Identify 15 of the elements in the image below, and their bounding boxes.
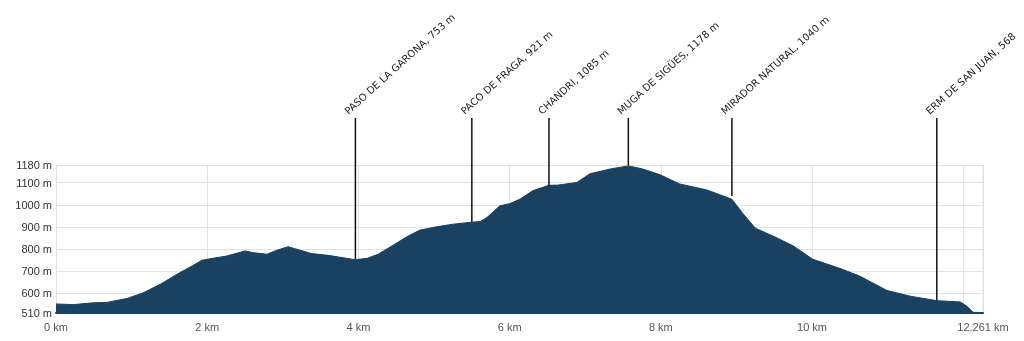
y-tick-label: 800 m [21,242,52,255]
y-tick-label: 600 m [21,287,52,300]
x-tick-label: 12.261 km [957,320,1009,333]
y-tick-label: 1100 m [16,176,52,189]
x-tick-label: 2 km [195,320,220,333]
x-tick-label: 10 km [797,320,828,333]
x-tick-label: 8 km [648,320,673,333]
y-tick-label: 1180 m [16,159,52,171]
y-tick-label: 900 m [21,220,52,233]
x-tick-label: 4 km [346,320,371,333]
y-tick-label: 700 m [21,265,52,278]
x-tick-label: 6 km [497,320,522,333]
x-tick-label: 0 km [44,320,68,333]
y-tick-label: 510 m [21,307,52,319]
y-tick-label: 1000 m [15,198,52,211]
